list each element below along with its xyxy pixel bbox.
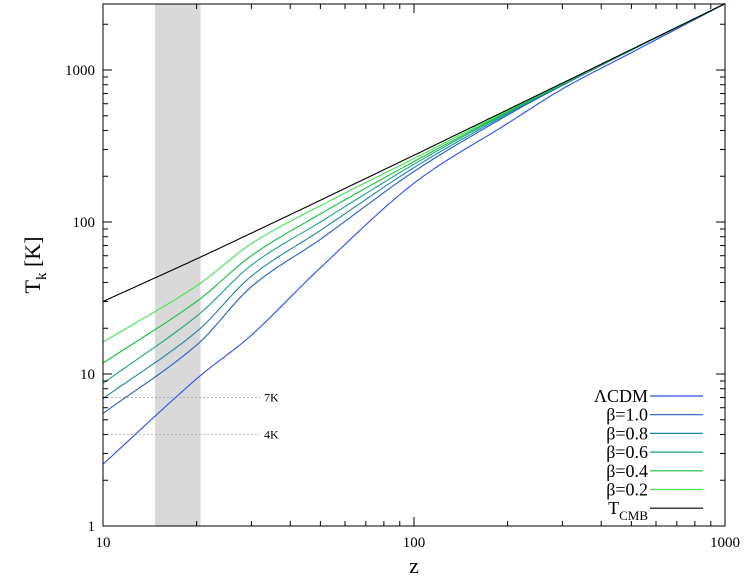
y-tick-label: 1 [88,519,96,535]
legend-label: TCMB [608,498,648,523]
x-tick-label: 10 [96,535,111,551]
x-tick-label: 1000 [710,535,740,551]
x-tick-label: 100 [403,535,426,551]
legend-label-main: β=1.0 [606,405,648,425]
legend-item: β=0.4 [606,461,703,481]
legend-label-main: ΛCDM [594,386,648,406]
y-axis-label-main: T [20,280,45,294]
legend-label: β=0.6 [606,442,648,462]
reference-line-label: 7K [264,391,279,405]
legend-label-main: β=0.4 [606,461,648,481]
legend-label: β=0.4 [606,461,648,481]
reference-line-label: 4K [264,427,279,441]
legend-label-main: T [608,498,619,518]
legend-item: β=1.0 [606,405,703,425]
legend-label-sub: CMB [619,508,648,523]
legend-item: ΛCDM [594,386,703,406]
legend-label-main: β=0.6 [606,442,648,462]
y-tick-label: 100 [73,215,96,231]
y-axis-label: Tk [K] [20,237,50,294]
legend-item: β=0.8 [606,423,703,443]
legend-label-main: β=0.2 [606,480,648,500]
legend-label: ΛCDM [594,386,648,406]
series-line [102,3,726,303]
legend-item: β=0.2 [606,480,703,500]
legend-item: β=0.6 [606,442,703,462]
legend-label: β=1.0 [606,405,648,425]
x-axis-label: z [409,553,419,578]
legend-label: β=0.2 [606,480,648,500]
shaded-band [155,4,201,526]
legend-label: β=0.8 [606,423,648,443]
y-axis-label-unit: [K] [20,237,45,273]
y-tick-label: 1000 [65,63,95,79]
legend-item: TCMB [608,498,703,523]
series-line [102,3,726,465]
y-tick-label: 10 [80,367,95,383]
legend-label-main: β=0.8 [606,423,648,443]
y-axis-label-sub: k [34,272,50,280]
